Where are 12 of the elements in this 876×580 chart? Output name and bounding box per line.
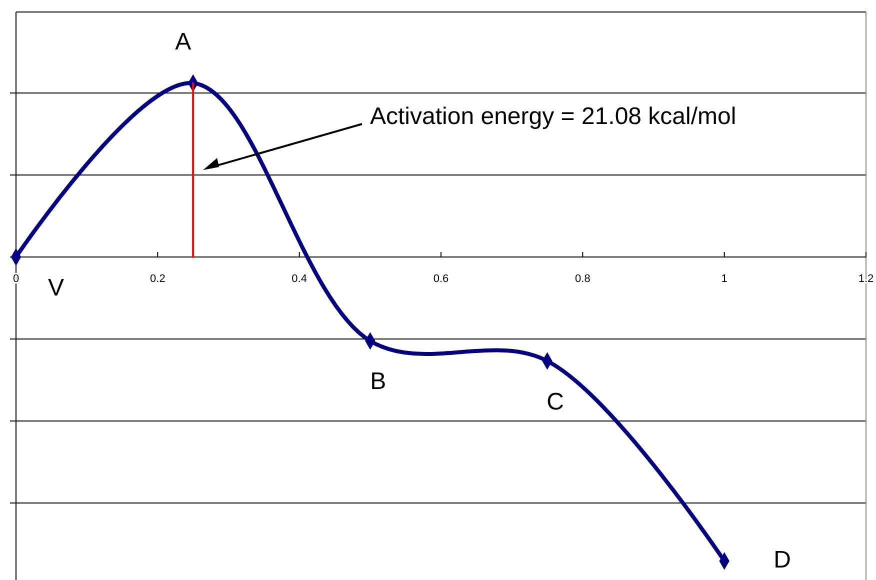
annotation: B	[370, 368, 386, 396]
x-tick-label: 1	[721, 273, 728, 285]
annotation: C	[546, 388, 564, 416]
annotation: Activation energy = 21.08 kcal/mol	[370, 103, 736, 130]
x-tick-label: 1.2	[858, 273, 874, 285]
annotation: A	[175, 28, 192, 56]
annotation: V	[48, 274, 64, 302]
x-tick-label: 0.6	[433, 273, 449, 285]
annotation: D	[774, 546, 792, 574]
x-tick-label: 0.8	[575, 273, 590, 285]
x-tick-label: 0.2	[150, 273, 166, 285]
x-tick-label: 0.4	[292, 273, 307, 285]
